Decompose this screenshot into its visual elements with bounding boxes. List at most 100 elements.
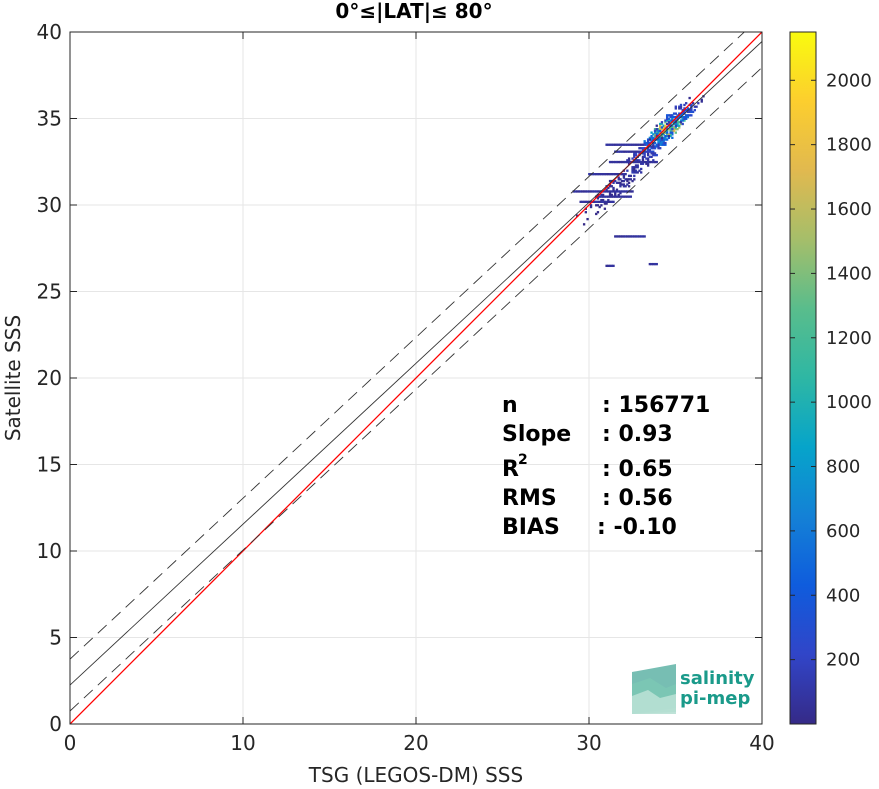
heatmap-cell [603,200,607,204]
heatmap-cell [641,148,645,152]
heatmap-cell [688,108,691,112]
heatmap-cell [633,167,636,171]
heatmap-cell [700,98,703,101]
heatmap-cell [671,115,674,119]
heatmap-cell [626,160,629,164]
heatmap-cell [652,159,655,162]
y-tick-label: 10 [37,539,62,563]
heatmap-cell [586,190,589,193]
heatmap-cell [601,195,605,198]
heatmap-cell [690,110,693,114]
fit-lower-line [70,67,762,712]
heatmap-cell [655,145,658,148]
heatmap-cell [591,172,594,176]
heatmap-cell [614,172,617,176]
heatmap-cell [638,169,641,172]
heatmap-cell [659,129,662,133]
heatmap-cell [664,141,667,145]
heatmap-cell [607,264,610,268]
heatmap-cell [643,147,646,150]
heatmap-cell [622,195,626,198]
heatmap-cell [634,143,638,146]
heatmap-cell [634,171,638,174]
heatmap-cell [605,172,608,176]
heatmap-cell [629,190,632,193]
heatmap-cell [595,204,598,207]
heatmap-cell [593,172,596,176]
heatmap-cell [619,181,622,184]
heatmap-cell [633,169,636,172]
heatmap-cell [595,190,598,193]
heatmap-cell [605,264,608,268]
heatmap-cell [669,119,672,122]
heatmap-cell [690,114,693,117]
heatmap-cell [619,195,622,198]
heatmap-cell [596,190,600,193]
heatmap-cell [674,115,677,119]
heatmap-cell [603,195,607,198]
heatmap-cell [631,190,634,193]
heatmap-cell [669,126,672,129]
heatmap-cell [641,147,645,150]
heatmap-cell [633,155,636,159]
heatmap-cell [662,143,665,146]
heatmap-cell [581,200,584,204]
heatmap-cell [690,108,693,112]
colorbar-ticks: 200 400 600 800 1000 1200 1400 1600 1800 2000 [790,70,872,671]
heatmap-cell [664,134,667,138]
x-tick-label: 40 [749,731,774,755]
heatmap-cell [607,195,610,198]
stats-box: n : 156771 Slope : 0.93 R 2 : 0.65 RMS :… [502,393,710,540]
heatmap-cell [693,108,696,112]
x-axis-label: TSG (LEGOS-DM) SSS [308,763,523,787]
heatmap-cell [614,179,617,183]
heatmap-cell [614,190,617,193]
heatmap-cell [652,138,655,141]
heatmap-cell [636,164,639,167]
heatmap-cell [626,169,629,172]
heatmap-cell [665,122,669,126]
heatmap-cell [655,134,658,138]
heatmap-cell [657,145,660,148]
heatmap-cell [627,160,631,164]
heatmap-cell [681,117,684,120]
heatmap-cell [615,190,619,193]
heatmap-cell [626,150,629,153]
y-tick-label: 35 [37,107,62,131]
heatmap-cell [667,136,671,139]
heatmap-cell [650,134,653,138]
heatmap-cell [622,150,626,153]
heatmap-cell [629,143,632,146]
heatmap-cell [679,103,683,107]
heatmap-cell [633,235,636,238]
heatmap-cell [669,133,672,136]
heatmap-cell [629,160,632,164]
stat-r2-value: : 0.65 [602,457,673,482]
heatmap-cell [617,150,620,153]
heatmap-cell [605,195,608,198]
heatmap-cell [582,223,586,226]
heatmap-cell [608,179,612,183]
heatmap-cell [627,159,631,162]
heatmap-cell [636,159,639,162]
heatmap-cell [600,195,603,198]
heatmap-cell [646,152,650,155]
heatmap-cell [631,143,634,146]
heatmap-cell [610,190,613,193]
heatmap-cell [626,183,629,186]
heatmap-cell [655,160,658,164]
heatmap-cell [584,190,588,193]
heatmap-cell [683,110,686,114]
heatmap-cell [650,140,653,143]
heatmap-cell [603,190,607,193]
heatmap-cell [627,162,631,165]
heatmap-cell [629,235,632,238]
heatmap-cell [634,153,638,157]
heatmap-cell [610,193,613,197]
heatmap-cell [676,122,679,126]
logo-line1: salinity [680,668,755,689]
heatmap-cell [631,169,634,172]
heatmap-cell [577,190,581,193]
heatmap-cell [650,147,653,150]
heatmap-cell [612,143,615,146]
